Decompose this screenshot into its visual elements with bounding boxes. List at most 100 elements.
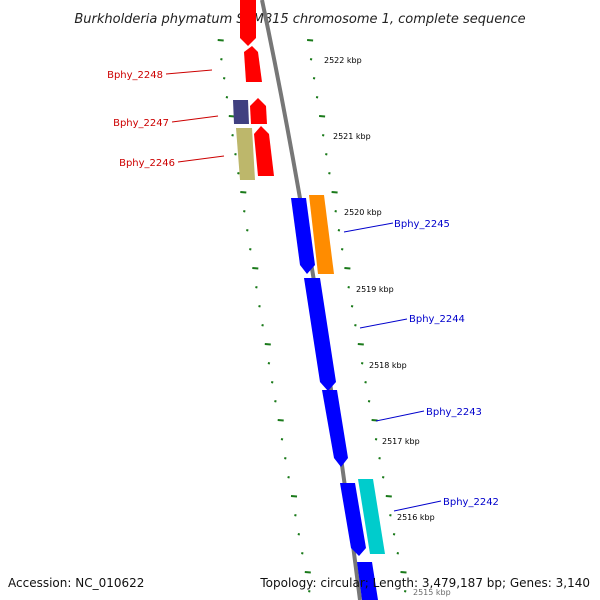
leader-line <box>359 318 408 329</box>
tick-label: 2522 kbp <box>324 56 362 65</box>
tick-mark <box>255 286 258 289</box>
gene-arrow-khaki[interactable] <box>236 128 255 180</box>
tick-mark <box>277 419 284 422</box>
tick-mark <box>225 96 229 99</box>
tick-mark <box>234 153 237 156</box>
tick-mark <box>284 457 287 460</box>
leader-line <box>343 222 394 233</box>
gene-features-left <box>233 0 274 180</box>
gene-label-bphy-2243[interactable]: Bphy_2243 <box>426 407 482 418</box>
tick-mark <box>403 590 407 593</box>
leader-line <box>393 500 442 512</box>
tick-mark <box>334 210 337 213</box>
tick-mark <box>381 476 385 479</box>
tick-mark <box>261 324 264 327</box>
tick-mark <box>304 571 311 574</box>
tick-mark <box>357 343 364 346</box>
tick-mark <box>222 77 226 80</box>
tick-ring-inner <box>217 39 311 593</box>
leader-line <box>177 155 225 163</box>
tick-mark <box>297 533 301 536</box>
tick-mark <box>319 115 326 118</box>
tick-mark <box>249 248 252 251</box>
tick-label: 2518 kbp <box>369 361 407 370</box>
tick-mark <box>237 172 240 175</box>
tick-mark <box>307 39 314 42</box>
tick-mark <box>231 134 234 137</box>
tick-mark <box>312 77 316 80</box>
tick-mark <box>347 286 350 289</box>
leader-line <box>375 410 425 422</box>
tick-mark <box>220 58 223 61</box>
tick-mark <box>258 305 261 308</box>
tick-label: 2515 kbp <box>413 588 451 597</box>
tick-mark <box>385 495 392 498</box>
tick-mark <box>360 362 364 365</box>
tick-mark <box>294 514 297 517</box>
tick-mark <box>328 172 331 175</box>
tick-mark <box>350 305 354 308</box>
gene-arrow-red[interactable] <box>244 46 262 82</box>
tick-mark <box>354 324 357 327</box>
tick-mark <box>274 400 277 403</box>
gene-arrow-red[interactable] <box>254 126 274 176</box>
gene-label-bphy-2248[interactable]: Bphy_2248 <box>107 70 163 81</box>
tick-mark <box>309 58 313 61</box>
tick-mark <box>280 438 284 441</box>
tick-mark <box>378 457 381 460</box>
gene-arrow-orange[interactable] <box>309 195 334 274</box>
tick-mark <box>315 96 319 99</box>
gene-arrow-blue[interactable] <box>304 278 336 391</box>
gene-label-bphy-2247[interactable]: Bphy_2247 <box>113 118 169 129</box>
tick-mark <box>367 400 371 403</box>
gene-arrow-cyan[interactable] <box>358 479 385 554</box>
gene-label-bphy-2244[interactable]: Bphy_2244 <box>409 314 465 325</box>
tick-mark <box>301 552 304 555</box>
tick-mark <box>331 191 338 194</box>
gene-label-bphy-2245[interactable]: Bphy_2245 <box>394 219 450 230</box>
tick-mark <box>321 134 325 137</box>
tick-mark <box>217 39 224 42</box>
gene-label-bphy-2242[interactable]: Bphy_2242 <box>443 497 499 508</box>
tick-mark <box>364 381 367 384</box>
tick-mark <box>325 153 328 156</box>
sequence-summary-text: Topology: circular; Length: 3,479,187 bp… <box>259 576 590 590</box>
tick-label: 2521 kbp <box>333 132 371 141</box>
tick-mark <box>290 495 298 498</box>
tick-mark <box>264 343 271 346</box>
tick-label: 2516 kbp <box>397 513 435 522</box>
tick-mark <box>267 362 271 365</box>
tick-mark <box>308 590 311 593</box>
gene-arrow-blue[interactable] <box>322 390 348 467</box>
gene-label-bphy-2246[interactable]: Bphy_2246 <box>119 158 175 169</box>
tick-mark <box>340 248 344 251</box>
tick-mark <box>344 267 351 270</box>
map-title: Burkholderia phymatum STM815 chromosome … <box>74 12 525 27</box>
tick-mark <box>252 267 259 270</box>
tick-label: 2517 kbp <box>382 437 420 446</box>
gene-features-right <box>291 195 385 600</box>
tick-mark <box>400 571 407 574</box>
tick-mark <box>270 381 274 384</box>
tick-mark <box>287 476 290 479</box>
tick-label: 2520 kbp <box>344 208 382 217</box>
accession-text: Accession: NC_010622 <box>8 576 144 590</box>
tick-mark <box>240 191 247 194</box>
tick-mark <box>389 514 392 517</box>
tick-mark <box>337 229 341 232</box>
tick-label: 2519 kbp <box>356 285 394 294</box>
gene-arrow-navy[interactable] <box>233 100 249 124</box>
leader-line <box>165 69 213 75</box>
gene-arrow-blue[interactable] <box>291 198 315 274</box>
gene-arrow-red[interactable] <box>240 0 256 46</box>
gene-arrow-blue[interactable] <box>357 562 378 600</box>
gene-arrow-red[interactable] <box>250 98 267 124</box>
tick-mark <box>396 552 400 555</box>
tick-mark <box>374 438 378 441</box>
tick-mark <box>246 229 249 232</box>
tick-mark <box>392 533 396 536</box>
leader-line <box>171 115 219 123</box>
gene-arrow-blue[interactable] <box>340 483 366 556</box>
